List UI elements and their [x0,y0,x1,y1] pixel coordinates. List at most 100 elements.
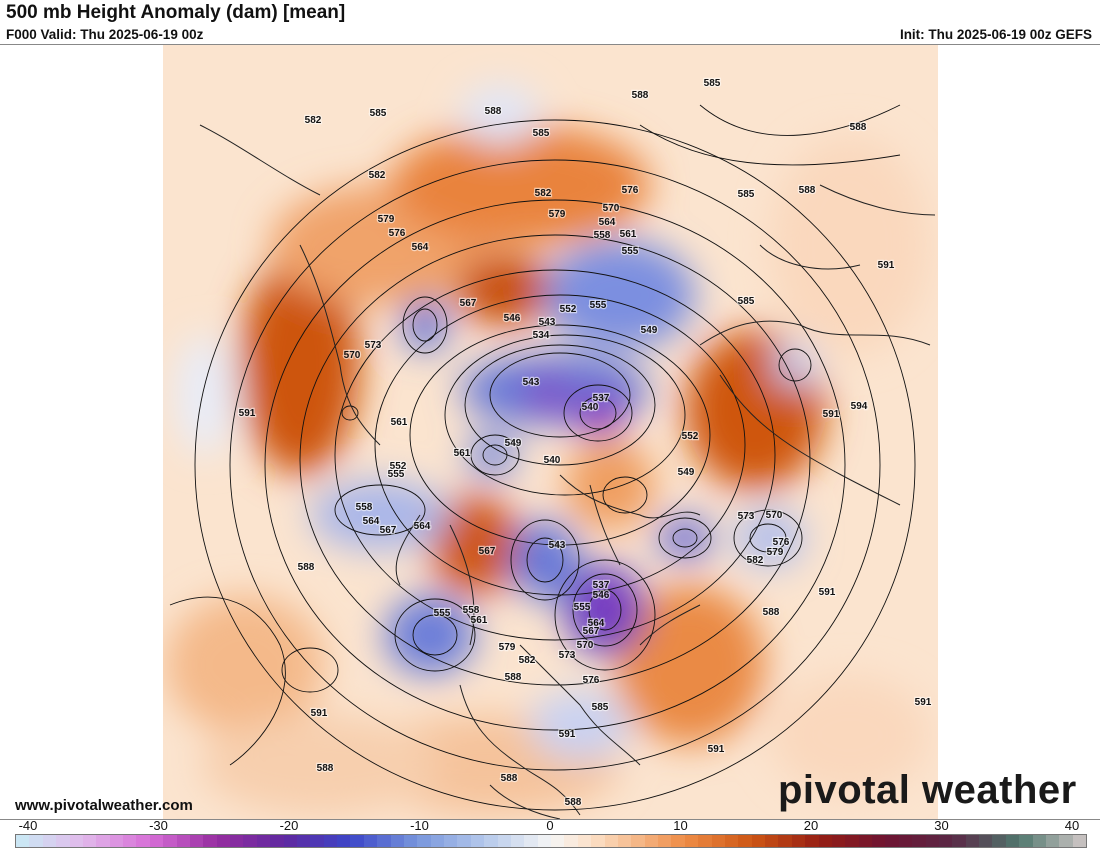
contour-label: 543 [523,377,540,388]
contour-label: 588 [850,122,867,133]
colorbar-segment [82,835,97,847]
colorbar-segment [738,835,752,847]
colorbar-segment [256,835,271,847]
contour-label: 546 [593,590,610,601]
colorbar-segment [644,835,658,847]
contour-label: 594 [851,401,868,412]
contour-label: 573 [365,340,382,351]
contour-label: 561 [454,448,471,459]
contour-label: 555 [388,469,405,480]
contour-label: 558 [463,605,480,616]
contour-label: 579 [499,642,516,653]
contour-label: 585 [370,108,387,119]
colorbar-segment [858,835,872,847]
colorbar-segment [872,835,886,847]
colorbar-segment [470,835,485,847]
colorbar-segment [711,835,725,847]
contour-label: 585 [738,189,755,200]
contour-label: 549 [505,438,522,449]
source-url[interactable]: www.pivotalweather.com [15,797,193,814]
contour-label: 555 [590,300,607,311]
map-area[interactable]: 585 588 582 585 588 588 585 582 582 576 579 585 588 5… [0,44,1100,820]
contour-label: 558 [594,230,611,241]
contour-label: 549 [641,325,658,336]
contour-label: 585 [592,702,609,713]
colorbar-segment [925,835,939,847]
contour-label: 588 [317,763,334,774]
colorbar-segment [323,835,337,847]
colorbar-segment [564,835,578,847]
contour-label: 582 [305,115,322,126]
contour-label: 570 [577,640,594,651]
colorbar-tick-label: -30 [149,818,168,833]
contour-label: 582 [519,655,536,666]
colorbar-segment [631,835,645,847]
colorbar-segment [912,835,926,847]
contour-label: 576 [583,675,600,686]
contour-label: 582 [747,555,764,566]
colorbar-segment [444,835,458,847]
colorbar-segment [29,835,43,847]
anomaly-colorbar [15,834,1087,848]
contour-label: 567 [380,525,397,536]
colorbar-segment [1045,835,1060,847]
contour-label: 576 [389,228,406,239]
contour-label: 564 [363,516,380,527]
colorbar-segment [965,835,979,847]
colorbar-tick-label: -10 [410,818,429,833]
colorbar-segment [497,835,511,847]
valid-time: F000 Valid: Thu 2025-06-19 00z [6,27,204,42]
contour-label: 552 [560,304,577,315]
contour-label: 591 [708,744,725,755]
colorbar-segment [296,835,311,847]
colorbar-segment [591,835,605,847]
colorbar-tick-label: 20 [803,818,819,833]
colorbar-segment [831,835,846,847]
colorbar-segment [69,835,83,847]
colorbar-segment [537,835,551,847]
contour-label: 585 [533,128,550,139]
init-time: Init: Thu 2025-06-19 00z GEFS [899,27,1092,42]
colorbar-segment [484,835,498,847]
colorbar-segment [310,835,324,847]
contour-label: 582 [369,170,386,181]
colorbar-segment [1005,835,1020,847]
contour-label: 588 [799,185,816,196]
colorbar-segment [96,835,110,847]
colorbar-segment [203,835,217,847]
contour-label: 564 [412,242,429,253]
contour-label: 588 [763,607,780,618]
colorbar-segment [885,835,899,847]
colorbar-segment [390,835,404,847]
colorbar-segment [765,835,779,847]
colorbar-segment [510,835,525,847]
contour-label: 591 [559,729,576,740]
colorbar-segment [979,835,993,847]
contour-label: 558 [356,502,373,513]
colorbar-segment [845,835,859,847]
colorbar-segment [698,835,712,847]
colorbar-segment [604,835,618,847]
colorbar-segment [551,835,565,847]
colorbar-segment [684,835,699,847]
contour-label: 570 [766,510,783,521]
contour-label: 537 [593,393,610,404]
colorbar-segment [430,835,444,847]
colorbar-segment [1072,835,1086,847]
contour-label: 591 [819,587,836,598]
contour-label: 588 [505,672,522,683]
contour-label: 573 [738,511,755,522]
contour-label: 591 [823,409,840,420]
contour-label: 555 [434,608,451,619]
contour-label: 546 [504,313,521,324]
contour-label: 537 [593,580,610,591]
contour-label: 540 [582,402,599,413]
contour-label: 561 [391,417,408,428]
colorbar-segment [1032,835,1046,847]
contour-label: 564 [599,217,616,228]
colorbar-segment [403,835,418,847]
colorbar-segment [176,835,190,847]
contour-label: 585 [738,296,755,307]
contour-label: 579 [549,209,566,220]
colorbar-segment [42,835,57,847]
